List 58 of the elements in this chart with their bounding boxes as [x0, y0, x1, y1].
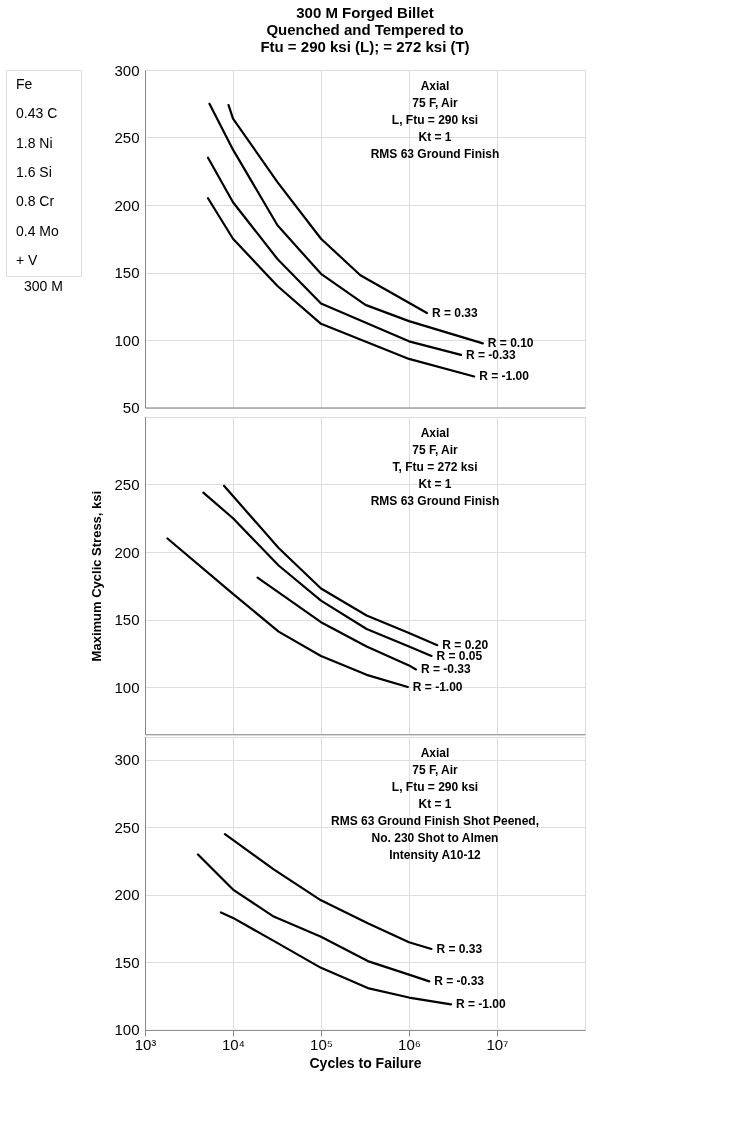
x-axis-title: Cycles to Failure	[309, 1055, 422, 1072]
annotation: Kt = 1	[418, 130, 452, 144]
y-tick-label: 150	[114, 953, 140, 971]
y-tick-label: 100	[114, 1021, 140, 1039]
y-tick-label: 250	[114, 476, 140, 493]
annotation: T, Ftu = 272 ksi	[392, 460, 478, 474]
y-tick-label: 150	[114, 264, 140, 281]
annotation: L, Ftu = 290 ksi	[391, 780, 479, 794]
x-tick-label: 10⁶	[398, 1036, 421, 1054]
y-tick-label: 100	[114, 331, 140, 349]
series-label: R = -1.00	[455, 997, 507, 1012]
text: Quenched and Tempered to	[266, 21, 464, 38]
series-label: R = 0.33	[436, 941, 483, 956]
text: 1.8 Ni	[16, 134, 53, 151]
annotation: RMS 63 Ground Finish	[370, 147, 500, 161]
x-tick-label: 10⁵	[310, 1036, 333, 1054]
text: 0.8 Cr	[16, 193, 55, 210]
y-tick-label: 300	[114, 751, 140, 769]
annotation: 75 F, Air	[412, 96, 459, 110]
y-tick-label: 300	[114, 61, 140, 79]
text: 0.43 C	[16, 105, 58, 122]
series-label: R = 0.05	[436, 648, 483, 663]
y-tick-label: 250	[114, 129, 140, 146]
y-tick-label: 100	[114, 678, 140, 696]
text: 1.6 Si	[16, 164, 52, 180]
text: Ftu = 290 ksi (L); = 272 ksi (T)	[260, 38, 470, 55]
annotation: No. 230 Shot to Almen	[371, 831, 499, 845]
y-tick-label: 250	[114, 818, 140, 836]
annotation: Axial	[420, 426, 450, 440]
y-tick-label: 200	[114, 196, 140, 214]
series-label: R = -0.33	[434, 974, 485, 989]
text: 0.4 Mo	[16, 222, 60, 239]
text: 300 M	[24, 278, 63, 294]
annotation: Axial	[420, 746, 450, 760]
annotation: RMS 63 Ground Finish	[370, 494, 500, 508]
x-tick-label: 10⁴	[221, 1036, 246, 1054]
x-tick-label: 10³	[134, 1036, 157, 1054]
annotation: Kt = 1	[418, 797, 452, 811]
x-tick-label: 10⁷	[486, 1036, 509, 1054]
annotation: L, Ftu = 290 ksi	[391, 113, 479, 127]
y-tick-label: 200	[114, 543, 140, 561]
annotation: 75 F, Air	[412, 763, 459, 777]
text: 300 M Forged Billet	[296, 4, 434, 21]
annotation: Kt = 1	[418, 477, 452, 491]
series-label: R = 0.33	[431, 306, 478, 320]
text: + V	[16, 252, 39, 269]
series-label: R = -1.00	[412, 680, 463, 694]
y-tick-label: 50	[122, 399, 140, 416]
y-axis-title: Maximum Cyclic Stress, ksi	[89, 490, 105, 662]
annotation: 75 F, Air	[412, 443, 459, 457]
annotation: Intensity A10-12	[389, 848, 482, 862]
series-label: R = -0.33	[420, 662, 471, 677]
y-tick-label: 150	[114, 611, 140, 628]
text: Fe	[16, 75, 33, 92]
annotation: Axial	[420, 79, 450, 93]
series-label: R = -1.00	[479, 369, 530, 384]
annotation: RMS 63 Ground Finish Shot Peened,	[330, 814, 540, 828]
y-tick-label: 200	[114, 886, 140, 904]
